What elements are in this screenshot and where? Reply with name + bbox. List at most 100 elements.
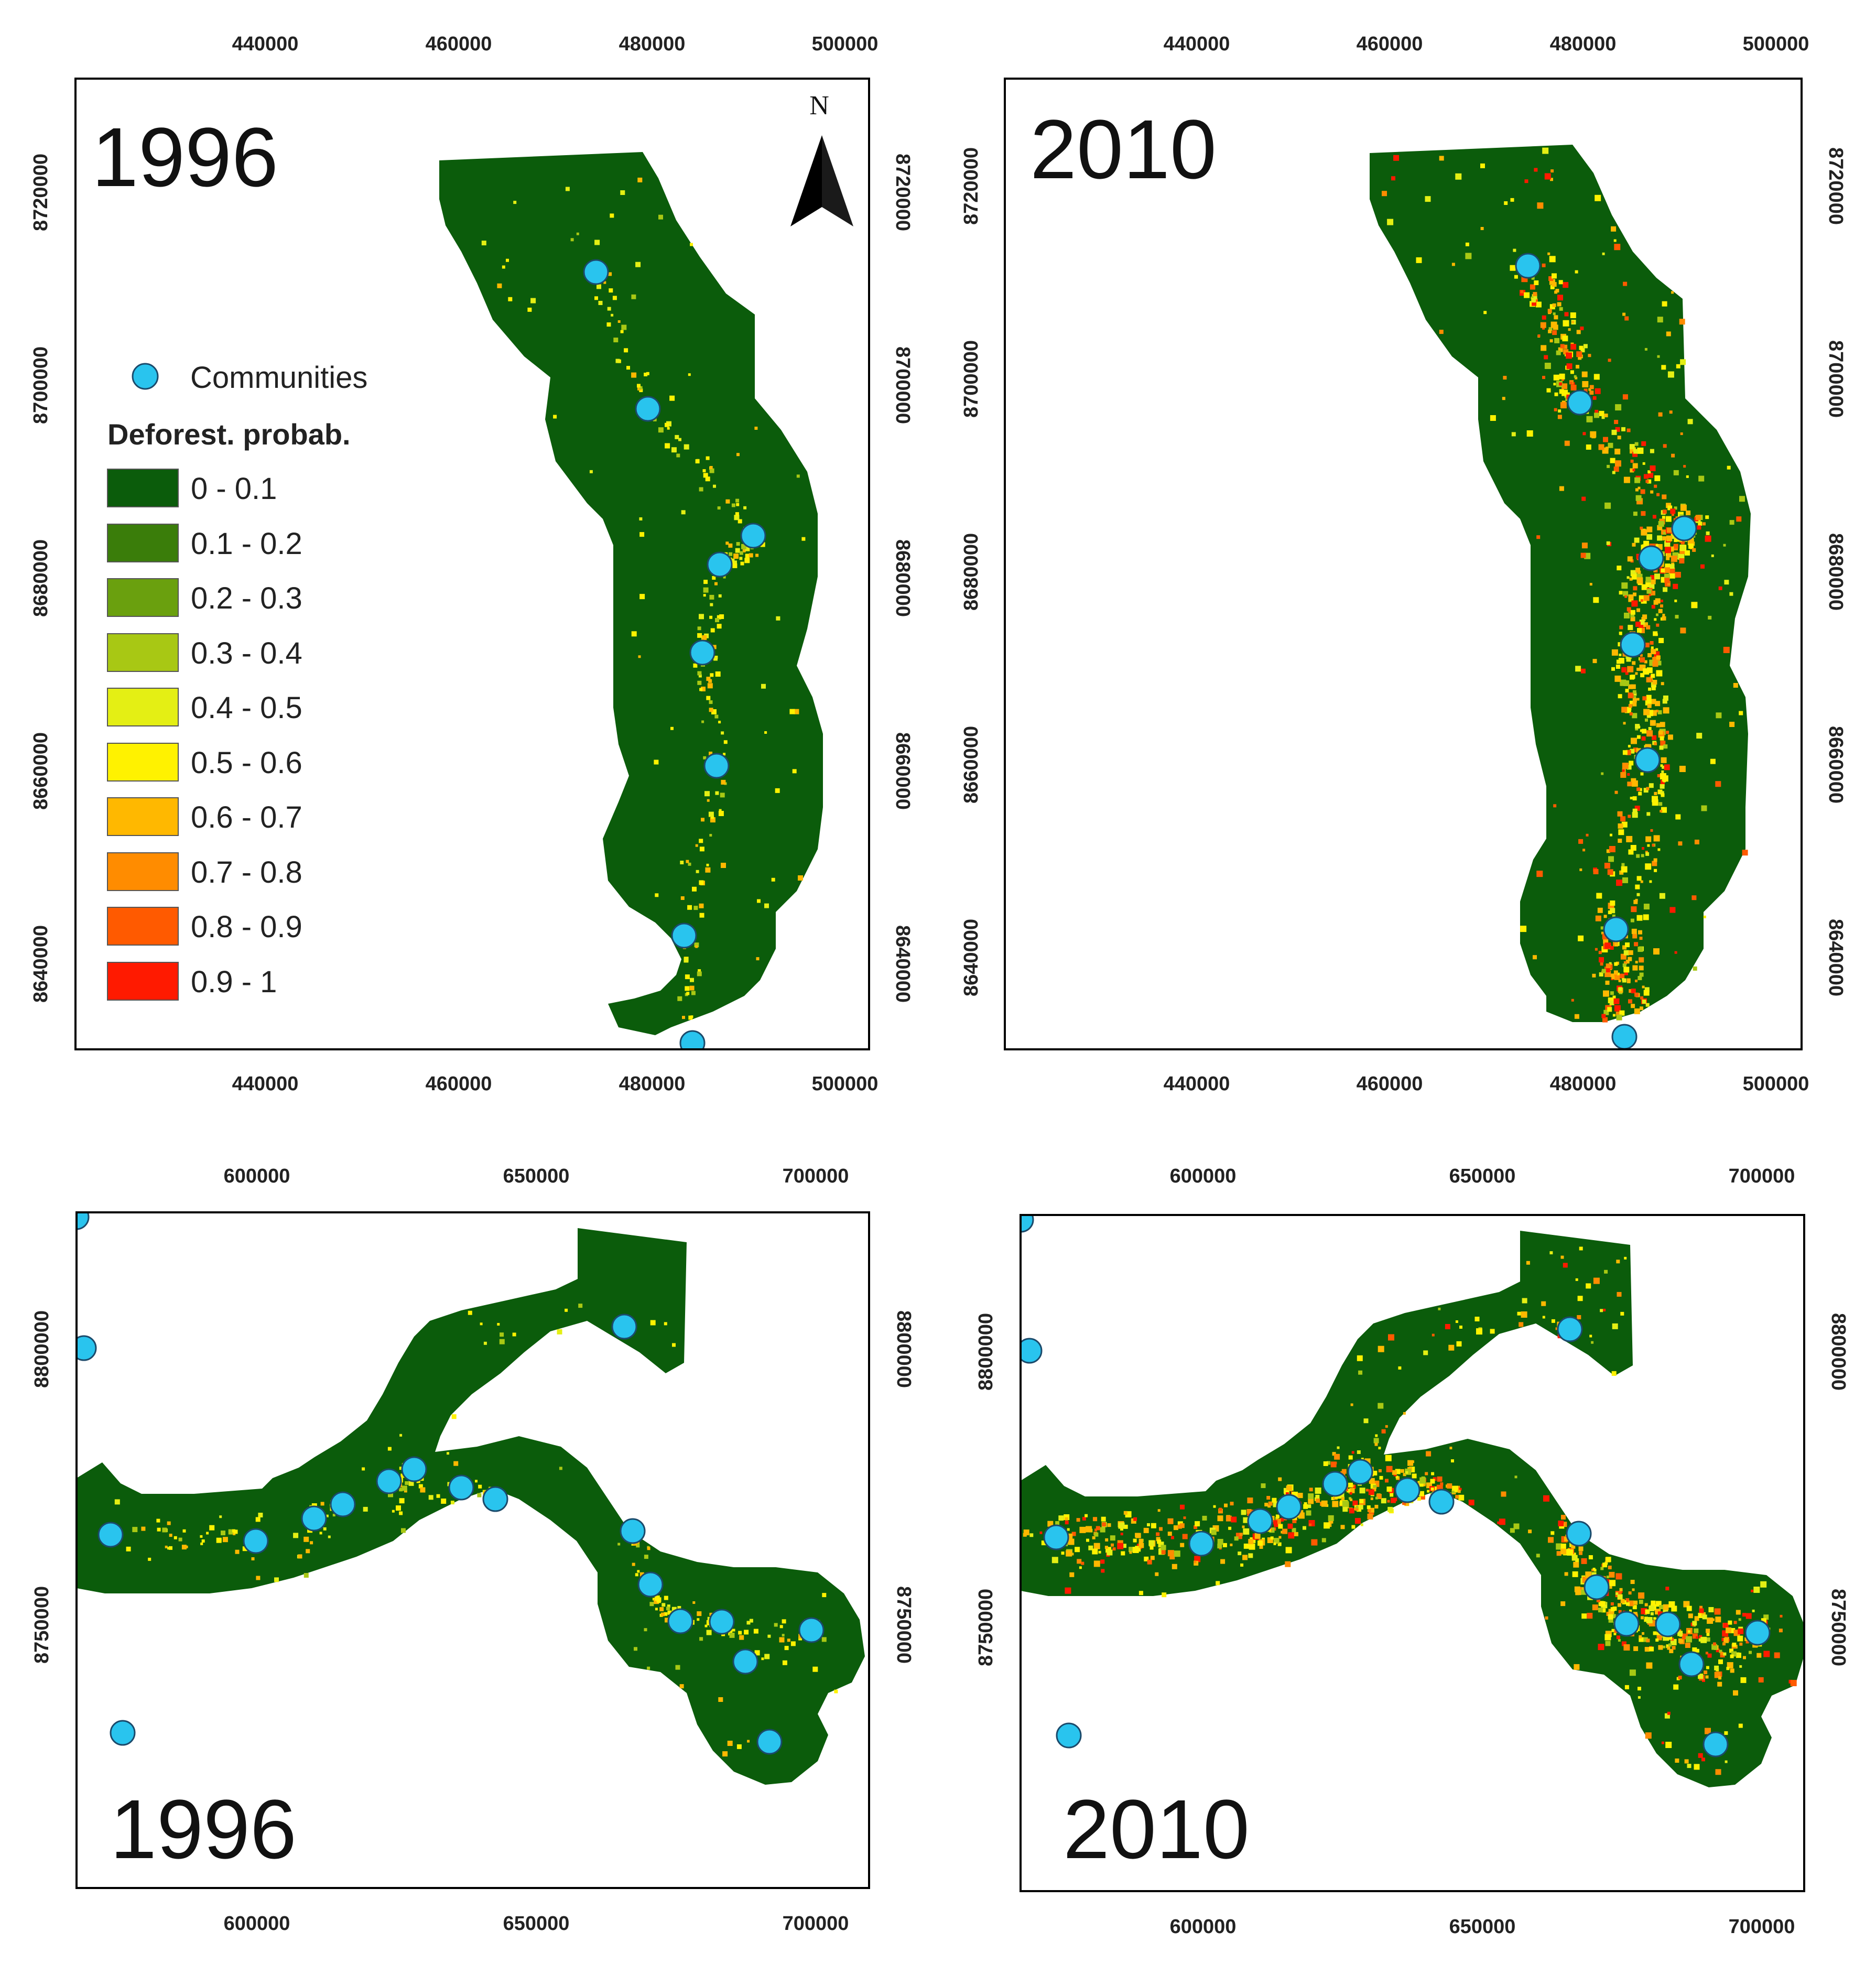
deforestation-pixel bbox=[1665, 1587, 1669, 1591]
deforestation-pixel bbox=[1566, 352, 1572, 359]
community-marker bbox=[401, 1456, 427, 1482]
deforestation-pixel bbox=[1611, 667, 1615, 671]
deforestation-pixel bbox=[1634, 442, 1639, 446]
deforestation-pixel bbox=[1172, 1564, 1177, 1569]
deforestation-pixel bbox=[320, 1502, 324, 1506]
deforestation-pixel bbox=[1613, 998, 1620, 1004]
deforestation-pixel bbox=[708, 811, 714, 817]
deforestation-pixel bbox=[1668, 1601, 1675, 1608]
deforestation-pixel bbox=[1641, 511, 1646, 516]
deforestation-pixel bbox=[1560, 1601, 1566, 1607]
deforestation-pixel bbox=[1618, 979, 1621, 982]
deforestation-pixel bbox=[1680, 504, 1687, 511]
deforestation-pixel bbox=[1327, 1461, 1331, 1465]
legend-community-icon bbox=[132, 363, 159, 390]
deforestation-pixel bbox=[1627, 782, 1632, 787]
deforestation-pixel bbox=[1578, 1546, 1584, 1551]
deforestation-pixel bbox=[1632, 965, 1638, 971]
community-marker bbox=[1584, 1574, 1610, 1600]
deforestation-pixel bbox=[530, 298, 536, 303]
deforestation-pixel bbox=[1131, 1518, 1136, 1524]
deforestation-pixel bbox=[1120, 1533, 1123, 1536]
deforestation-pixel bbox=[1666, 731, 1669, 734]
deforestation-pixel bbox=[754, 427, 758, 430]
deforestation-pixel bbox=[1576, 365, 1579, 369]
deforestation-pixel bbox=[1304, 1502, 1307, 1505]
deforestation-pixel bbox=[1588, 354, 1591, 357]
deforestation-pixel bbox=[1635, 495, 1642, 501]
deforestation-pixel bbox=[1646, 526, 1653, 533]
deforestation-pixel bbox=[1643, 904, 1650, 910]
deforestation-pixel bbox=[1668, 1643, 1672, 1647]
deforestation-pixel bbox=[639, 594, 645, 600]
deforestation-pixel bbox=[1609, 846, 1615, 852]
deforestation-pixel bbox=[1387, 219, 1394, 225]
deforestation-pixel bbox=[1723, 544, 1726, 547]
deforestation-pixel bbox=[1531, 298, 1536, 303]
deforestation-pixel bbox=[1430, 1479, 1435, 1484]
deforestation-pixel bbox=[1660, 764, 1663, 767]
deforestation-pixel bbox=[1367, 1505, 1371, 1509]
deforestation-pixel bbox=[1669, 1649, 1674, 1653]
deforestation-pixel bbox=[1570, 385, 1577, 390]
deforestation-pixel bbox=[1544, 363, 1551, 369]
deforestation-pixel bbox=[1379, 1475, 1383, 1480]
deforestation-pixel bbox=[1631, 574, 1637, 580]
deforestation-pixel bbox=[1666, 331, 1671, 337]
deforestation-pixel bbox=[639, 1572, 644, 1577]
deforestation-pixel bbox=[1264, 1503, 1268, 1506]
deforestation-pixel bbox=[1638, 791, 1642, 796]
deforestation-pixel bbox=[1155, 1572, 1159, 1576]
deforestation-pixel bbox=[1502, 397, 1505, 400]
deforestation-pixel bbox=[399, 1511, 403, 1515]
deforestation-pixel bbox=[1094, 1532, 1099, 1537]
deforestation-pixel bbox=[709, 834, 712, 837]
deforestation-pixel bbox=[730, 1629, 733, 1632]
deforestation-pixel bbox=[1652, 861, 1657, 866]
deforestation-pixel bbox=[1662, 614, 1665, 616]
deforestation-pixel bbox=[1658, 730, 1663, 735]
deforestation-pixel bbox=[670, 726, 674, 730]
deforestation-pixel bbox=[734, 515, 740, 520]
deforestation-pixel bbox=[1217, 1539, 1223, 1545]
deforestation-pixel bbox=[635, 1573, 638, 1577]
deforestation-pixel bbox=[1465, 242, 1469, 246]
deforestation-pixel bbox=[1195, 1521, 1200, 1527]
y-tick-label: 8660000 bbox=[30, 732, 52, 810]
deforestation-pixel bbox=[1526, 1261, 1530, 1265]
deforestation-pixel bbox=[1101, 1516, 1106, 1522]
deforestation-pixel bbox=[1718, 586, 1722, 590]
deforestation-pixel bbox=[1623, 680, 1630, 686]
deforestation-pixel bbox=[1630, 675, 1634, 680]
deforestation-pixel bbox=[1629, 712, 1633, 715]
deforestation-pixel bbox=[1542, 147, 1549, 154]
deforestation-pixel bbox=[1711, 1618, 1715, 1621]
deforestation-pixel bbox=[162, 1527, 167, 1533]
deforestation-pixel bbox=[570, 238, 574, 242]
deforestation-pixel bbox=[718, 1697, 723, 1702]
deforestation-pixel bbox=[745, 554, 750, 558]
deforestation-pixel bbox=[1694, 1628, 1699, 1633]
deforestation-pixel bbox=[1612, 1014, 1615, 1017]
deforestation-pixel bbox=[1107, 1523, 1111, 1527]
deforestation-pixel bbox=[1553, 383, 1556, 386]
deforestation-pixel bbox=[1647, 479, 1652, 484]
deforestation-pixel bbox=[1609, 1000, 1614, 1005]
deforestation-pixel bbox=[606, 322, 611, 327]
deforestation-pixel bbox=[1581, 1589, 1587, 1595]
deforestation-pixel bbox=[1645, 1609, 1650, 1614]
deforestation-pixel bbox=[1603, 915, 1607, 918]
deforestation-pixel bbox=[1642, 614, 1647, 620]
deforestation-pixel bbox=[1615, 404, 1622, 411]
deforestation-pixel bbox=[1167, 1532, 1172, 1536]
deforestation-pixel bbox=[699, 847, 704, 852]
deforestation-pixel bbox=[746, 1621, 751, 1625]
deforestation-pixel bbox=[1693, 966, 1697, 971]
y-tick-label: 8720000 bbox=[1825, 147, 1847, 225]
deforestation-pixel bbox=[1651, 649, 1656, 655]
deforestation-pixel bbox=[1703, 915, 1706, 918]
deforestation-pixel bbox=[1656, 544, 1663, 550]
deforestation-pixel bbox=[1634, 992, 1639, 997]
deforestation-pixel bbox=[1583, 344, 1588, 349]
x-tick-label: 460000 bbox=[426, 33, 492, 55]
